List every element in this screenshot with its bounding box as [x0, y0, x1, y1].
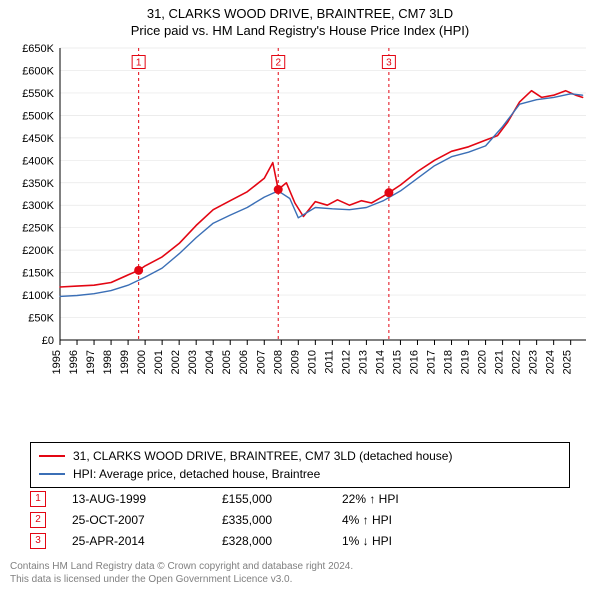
svg-text:2016: 2016 — [408, 350, 420, 374]
event-delta: 22% ↑ HPI — [342, 492, 399, 506]
attribution-line: Contains HM Land Registry data © Crown c… — [10, 561, 353, 574]
svg-text:£600K: £600K — [22, 65, 54, 77]
svg-text:2010: 2010 — [306, 350, 318, 374]
event-date: 13-AUG-1999 — [72, 492, 222, 506]
svg-text:2021: 2021 — [494, 350, 506, 374]
sale-event-row: 3 25-APR-2014 £328,000 1% ↓ HPI — [30, 530, 399, 551]
svg-text:2006: 2006 — [238, 350, 250, 374]
svg-text:2015: 2015 — [391, 350, 403, 374]
svg-text:2008: 2008 — [272, 350, 284, 374]
svg-text:2020: 2020 — [477, 350, 489, 374]
svg-text:2005: 2005 — [221, 350, 233, 374]
svg-text:£250K: £250K — [22, 223, 54, 235]
legend-swatch — [39, 473, 65, 475]
svg-text:2011: 2011 — [323, 350, 335, 374]
svg-text:2014: 2014 — [374, 350, 386, 374]
event-badge-icon: 1 — [30, 491, 46, 507]
svg-text:2003: 2003 — [187, 350, 199, 374]
event-price: £155,000 — [222, 492, 342, 506]
svg-text:2025: 2025 — [562, 350, 574, 374]
legend-label: 31, CLARKS WOOD DRIVE, BRAINTREE, CM7 3L… — [73, 447, 452, 465]
svg-text:£550K: £550K — [22, 88, 54, 100]
legend-swatch — [39, 455, 65, 457]
svg-text:1999: 1999 — [119, 350, 131, 374]
svg-text:£400K: £400K — [22, 155, 54, 167]
event-date: 25-OCT-2007 — [72, 513, 222, 527]
svg-text:2024: 2024 — [545, 350, 557, 374]
svg-text:2007: 2007 — [255, 350, 267, 374]
svg-text:£500K: £500K — [22, 110, 54, 122]
event-price: £328,000 — [222, 534, 342, 548]
svg-text:2004: 2004 — [204, 350, 216, 374]
svg-text:£350K: £350K — [22, 178, 54, 190]
svg-text:1995: 1995 — [51, 350, 63, 374]
legend-item-property: 31, CLARKS WOOD DRIVE, BRAINTREE, CM7 3L… — [39, 447, 561, 465]
svg-text:2012: 2012 — [340, 350, 352, 374]
svg-text:2002: 2002 — [170, 350, 182, 374]
svg-text:2022: 2022 — [511, 350, 523, 374]
event-delta: 1% ↓ HPI — [342, 534, 392, 548]
page-subtitle: Price paid vs. HM Land Registry's House … — [0, 23, 600, 40]
svg-text:2023: 2023 — [528, 350, 540, 374]
svg-text:1997: 1997 — [85, 350, 97, 374]
svg-text:1996: 1996 — [68, 350, 80, 374]
event-price: £335,000 — [222, 513, 342, 527]
legend: 31, CLARKS WOOD DRIVE, BRAINTREE, CM7 3L… — [30, 442, 570, 488]
event-delta: 4% ↑ HPI — [342, 513, 392, 527]
svg-text:£300K: £300K — [22, 200, 54, 212]
sale-event-row: 1 13-AUG-1999 £155,000 22% ↑ HPI — [30, 488, 399, 509]
svg-text:£0: £0 — [42, 335, 54, 347]
price-chart: £0 £50K £100K £150K £200K £250K £300K £350K £400… — [10, 44, 590, 404]
svg-text:2: 2 — [275, 58, 281, 69]
legend-label: HPI: Average price, detached house, Brai… — [73, 465, 320, 483]
svg-text:£650K: £650K — [22, 44, 54, 55]
attribution-line: This data is licensed under the Open Gov… — [10, 574, 353, 587]
svg-text:2000: 2000 — [136, 350, 148, 374]
svg-text:£100K: £100K — [22, 290, 54, 302]
svg-text:2009: 2009 — [289, 350, 301, 374]
event-date: 25-APR-2014 — [72, 534, 222, 548]
svg-text:£200K: £200K — [22, 245, 54, 257]
event-badge-icon: 3 — [30, 533, 46, 549]
svg-text:3: 3 — [386, 58, 392, 69]
svg-text:1998: 1998 — [102, 350, 114, 374]
legend-item-hpi: HPI: Average price, detached house, Brai… — [39, 465, 561, 483]
svg-text:£150K: £150K — [22, 268, 54, 280]
svg-text:2013: 2013 — [357, 350, 369, 374]
svg-text:£450K: £450K — [22, 133, 54, 145]
page-title: 31, CLARKS WOOD DRIVE, BRAINTREE, CM7 3L… — [0, 6, 600, 23]
svg-text:2019: 2019 — [460, 350, 472, 374]
svg-text:1: 1 — [136, 58, 142, 69]
svg-text:2018: 2018 — [443, 350, 455, 374]
attribution: Contains HM Land Registry data © Crown c… — [10, 561, 353, 586]
svg-text:£50K: £50K — [28, 313, 54, 325]
svg-text:2001: 2001 — [153, 350, 165, 374]
sale-event-row: 2 25-OCT-2007 £335,000 4% ↑ HPI — [30, 509, 399, 530]
svg-text:2017: 2017 — [425, 350, 437, 374]
event-badge-icon: 2 — [30, 512, 46, 528]
sale-events: 1 13-AUG-1999 £155,000 22% ↑ HPI 2 25-OC… — [30, 488, 399, 551]
